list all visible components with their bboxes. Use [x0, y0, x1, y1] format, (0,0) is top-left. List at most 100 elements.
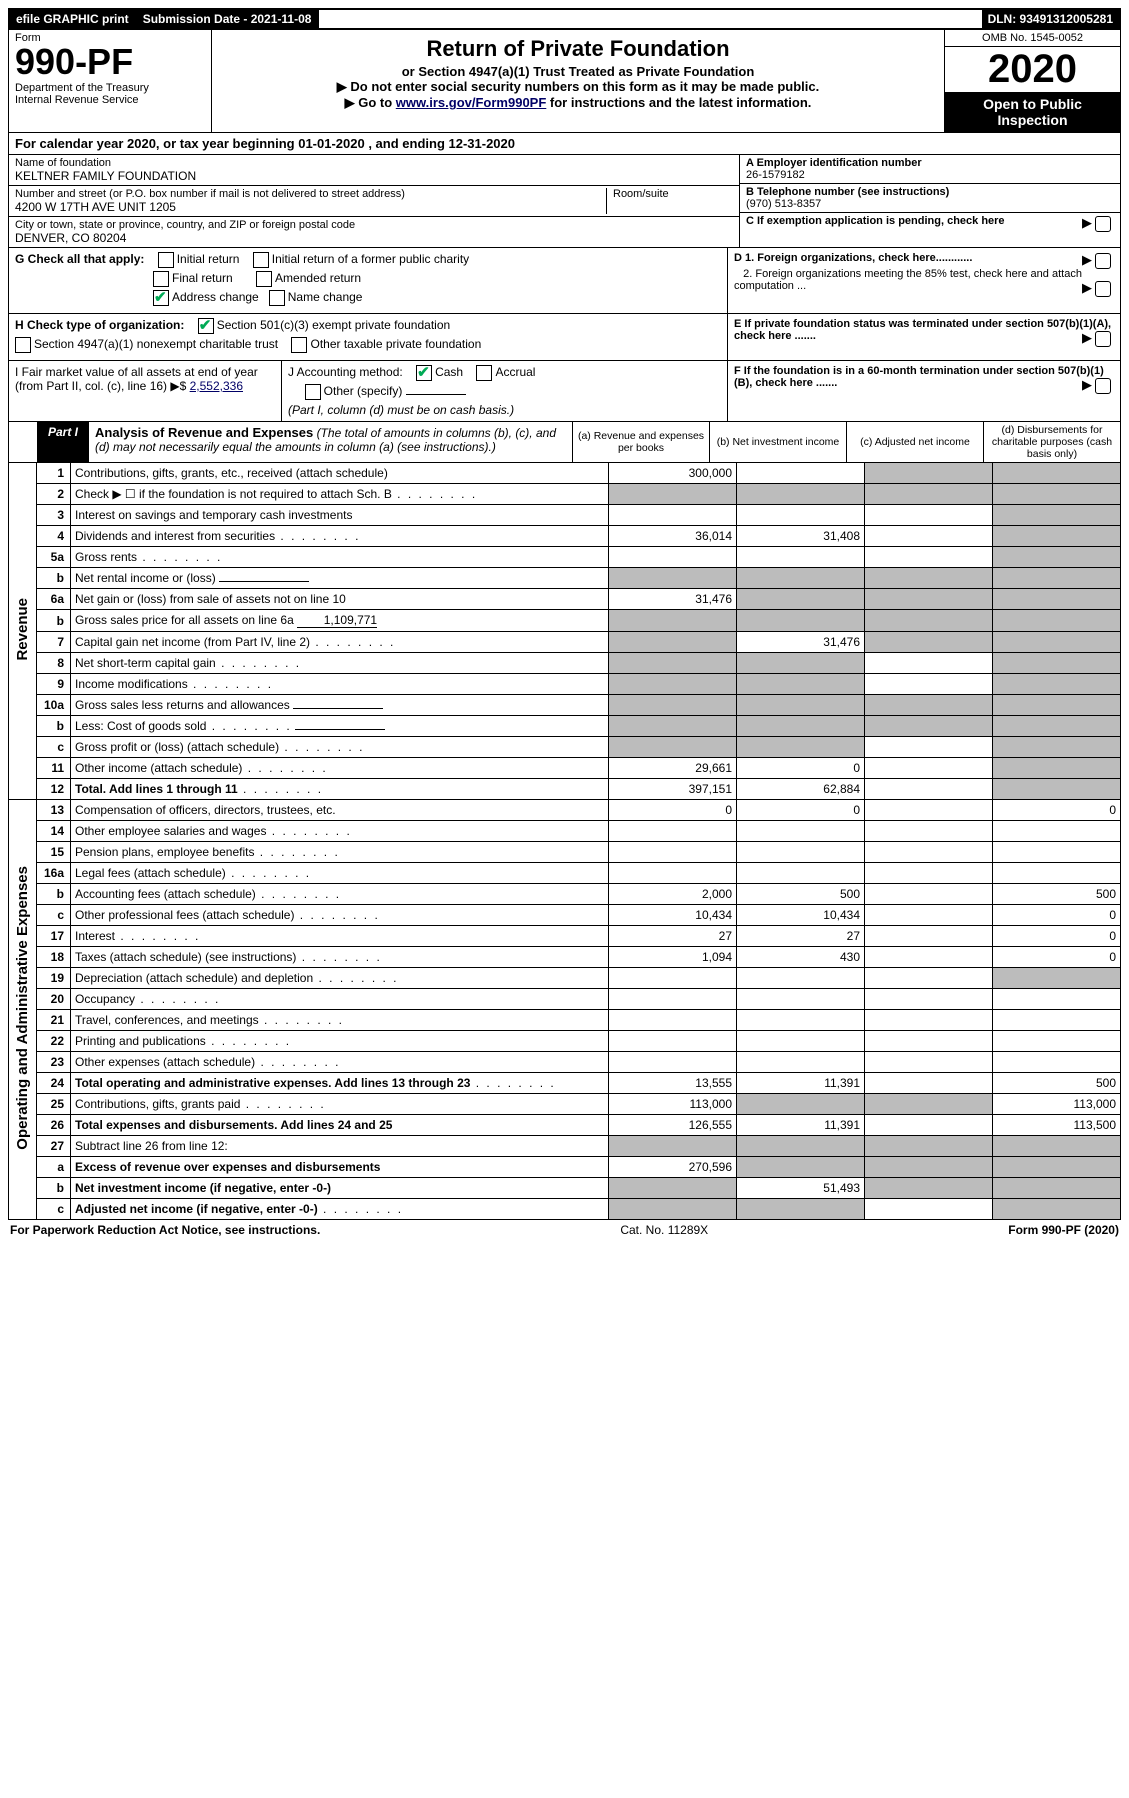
line-description: Contributions, gifts, grants paid	[71, 1094, 609, 1115]
part1-table: Revenue1Contributions, gifts, grants, et…	[8, 463, 1121, 1220]
cell-shaded	[737, 484, 865, 505]
table-row: Operating and Administrative Expenses13C…	[9, 800, 1121, 821]
irs-link[interactable]: www.irs.gov/Form990PF	[396, 95, 547, 110]
e-label: E If private foundation status was termi…	[734, 318, 1111, 342]
checkbox-address-change[interactable]	[153, 290, 169, 306]
cell-shaded	[609, 674, 737, 695]
cell-shaded	[737, 610, 865, 632]
footer-left: For Paperwork Reduction Act Notice, see …	[10, 1223, 320, 1237]
cell-amount: 31,476	[609, 589, 737, 610]
line-number: 10a	[37, 695, 71, 716]
checkbox-name-change[interactable]	[269, 290, 285, 306]
line-number: 27	[37, 1136, 71, 1157]
checkbox-other-method[interactable]	[305, 384, 321, 400]
line-number: 12	[37, 779, 71, 800]
cell-shaded	[993, 1157, 1121, 1178]
table-row: 11Other income (attach schedule)29,6610	[9, 758, 1121, 779]
cell-amount	[865, 526, 993, 547]
checkbox-d2[interactable]	[1095, 281, 1111, 297]
cell-amount	[737, 1031, 865, 1052]
line-number: 24	[37, 1073, 71, 1094]
line-number: 11	[37, 758, 71, 779]
topbar: efile GRAPHIC print Submission Date - 20…	[8, 8, 1121, 30]
line-description: Depreciation (attach schedule) and deple…	[71, 968, 609, 989]
fmv-link[interactable]: 2,552,336	[190, 379, 243, 393]
cell-shaded	[737, 1094, 865, 1115]
line-description: Compensation of officers, directors, tru…	[71, 800, 609, 821]
checkbox-c[interactable]	[1095, 216, 1111, 232]
g-label: G Check all that apply:	[15, 252, 144, 266]
checkbox-accrual[interactable]	[476, 365, 492, 381]
form-header: Form 990-PF Department of the Treasury I…	[8, 30, 1121, 133]
cell-amount: 126,555	[609, 1115, 737, 1136]
cell-shaded	[993, 610, 1121, 632]
cell-amount	[865, 1010, 993, 1031]
line-number: c	[37, 737, 71, 758]
cell-amount	[993, 1010, 1121, 1031]
line-number: a	[37, 1157, 71, 1178]
line-description: Income modifications	[71, 674, 609, 695]
checkbox-d1[interactable]	[1095, 253, 1111, 269]
g-d-block: G Check all that apply: Initial return I…	[8, 248, 1121, 314]
cell-amount	[737, 1052, 865, 1073]
line-description: Net investment income (if negative, ente…	[71, 1178, 609, 1199]
line-number: 6a	[37, 589, 71, 610]
line-number: 9	[37, 674, 71, 695]
cell-shaded	[993, 968, 1121, 989]
checkbox-501c3[interactable]	[198, 318, 214, 334]
line-description: Other professional fees (attach schedule…	[71, 905, 609, 926]
dln: DLN: 93491312005281	[982, 10, 1119, 28]
form-number: 990-PF	[15, 44, 205, 80]
table-row: bLess: Cost of goods sold	[9, 716, 1121, 737]
checkbox-e[interactable]	[1095, 331, 1111, 347]
table-row: 16aLegal fees (attach schedule)	[9, 863, 1121, 884]
cell-amount: 0	[737, 758, 865, 779]
ein-value: 26-1579182	[746, 169, 805, 181]
line-description: Taxes (attach schedule) (see instruction…	[71, 947, 609, 968]
dept-treasury: Department of the Treasury Internal Reve…	[15, 82, 205, 106]
checkbox-initial-former[interactable]	[253, 252, 269, 268]
cell-amount	[865, 1115, 993, 1136]
cell-shaded	[609, 695, 737, 716]
line-description: Capital gain net income (from Part IV, l…	[71, 632, 609, 653]
checkbox-final-return[interactable]	[153, 271, 169, 287]
cell-amount: 0	[737, 800, 865, 821]
line-description: Net short-term capital gain	[71, 653, 609, 674]
cell-amount: 36,014	[609, 526, 737, 547]
checkbox-amended[interactable]	[256, 271, 272, 287]
cell-amount	[609, 989, 737, 1010]
cell-shaded	[609, 1178, 737, 1199]
line-number: 17	[37, 926, 71, 947]
checkbox-4947[interactable]	[15, 337, 31, 353]
checkbox-other-taxable[interactable]	[291, 337, 307, 353]
city-label: City or town, state or province, country…	[15, 219, 355, 231]
name-label: Name of foundation	[15, 157, 111, 169]
form-note-goto: ▶ Go to www.irs.gov/Form990PF for instru…	[220, 95, 936, 111]
checkbox-initial-return[interactable]	[158, 252, 174, 268]
table-row: 4Dividends and interest from securities3…	[9, 526, 1121, 547]
table-row: 8Net short-term capital gain	[9, 653, 1121, 674]
cell-shaded	[993, 526, 1121, 547]
line-number: b	[37, 716, 71, 737]
j-label: J Accounting method:	[288, 365, 403, 379]
cell-amount	[993, 1031, 1121, 1052]
cell-amount	[865, 842, 993, 863]
line-description: Total. Add lines 1 through 11	[71, 779, 609, 800]
table-row: 24Total operating and administrative exp…	[9, 1073, 1121, 1094]
cell-amount: 1,094	[609, 947, 737, 968]
line-description: Occupancy	[71, 989, 609, 1010]
line-number: b	[37, 610, 71, 632]
checkbox-cash[interactable]	[416, 365, 432, 381]
line-number: 14	[37, 821, 71, 842]
cell-amount	[865, 863, 993, 884]
cell-shaded	[609, 737, 737, 758]
cell-amount	[609, 863, 737, 884]
checkbox-f[interactable]	[1095, 378, 1111, 394]
cell-shaded	[993, 484, 1121, 505]
cell-shaded	[737, 1157, 865, 1178]
cell-amount	[865, 1073, 993, 1094]
line-number: 20	[37, 989, 71, 1010]
table-row: 3Interest on savings and temporary cash …	[9, 505, 1121, 526]
cell-amount: 300,000	[609, 463, 737, 484]
cell-shaded	[865, 716, 993, 737]
